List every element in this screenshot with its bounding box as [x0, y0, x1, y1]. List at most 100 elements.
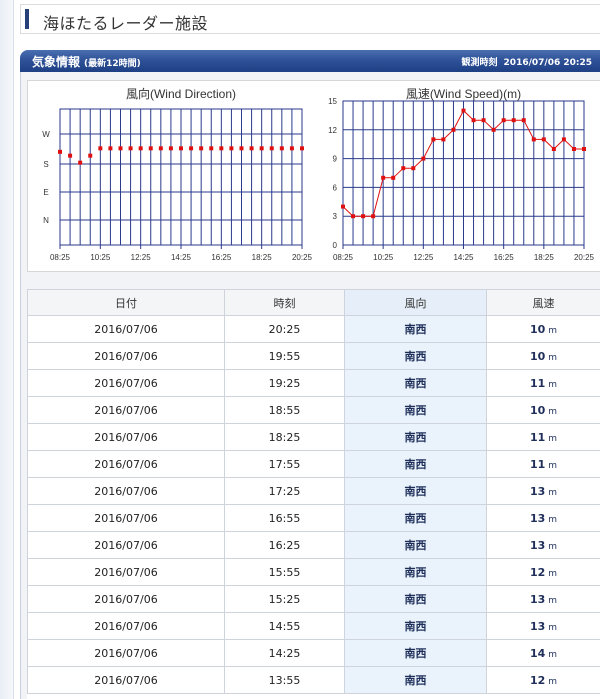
wind-direction-point	[249, 146, 254, 151]
cell-direction-text: 南西	[404, 593, 427, 606]
wind-speed-point	[501, 118, 506, 123]
cell-date: 2016/07/06	[27, 369, 225, 397]
header-date: 日付	[27, 289, 225, 316]
x-tick-label: 14:25	[453, 253, 474, 262]
wind-direction-point	[179, 146, 183, 151]
cell-date: 2016/07/06	[27, 342, 225, 370]
cell-date: 2016/07/06	[27, 396, 225, 424]
cell-time-text: 16:25	[268, 538, 301, 552]
cell-direction: 南西	[344, 396, 487, 424]
cell-direction-text: 南西	[404, 512, 427, 525]
speed-unit: m	[548, 676, 558, 687]
cell-direction: 南西	[344, 639, 487, 667]
cell-date: 2016/07/06	[27, 315, 225, 343]
table-row: 2016/07/06 18:55 南西 10 m	[27, 396, 600, 424]
wind-speed-point	[411, 166, 416, 171]
table-row: 2016/07/06 18:25 南西 11 m	[27, 423, 600, 451]
speed-unit: m	[548, 379, 558, 390]
wind-direction-point	[168, 146, 173, 151]
wind-speed-point	[582, 147, 586, 151]
x-tick-label: 20:25	[292, 253, 313, 262]
x-tick-label: 12:25	[131, 253, 152, 262]
table-row: 2016/07/06 16:25 南西 13 m	[27, 531, 600, 559]
cell-date-text: 2016/07/06	[94, 322, 158, 336]
cell-direction-text: 南西	[404, 485, 427, 498]
cell-direction: 南西	[344, 558, 487, 586]
cell-direction-text: 南西	[404, 404, 427, 417]
cell-speed-text: 11	[529, 430, 546, 444]
wind-speed-point	[461, 108, 466, 113]
observation-time-value: 2016/07/06 20:25	[503, 58, 592, 68]
x-tick-label: 12:25	[413, 253, 434, 262]
x-tick-label: 18:25	[534, 253, 555, 262]
table-row: 2016/07/06 14:25 南西 14 m	[27, 639, 600, 667]
header-direction: 風向	[344, 289, 487, 316]
cell-date: 2016/07/06	[27, 423, 225, 451]
wind-direction-point	[138, 146, 143, 151]
y-tick-label: N	[43, 216, 49, 225]
cell-speed-text: 11	[529, 457, 546, 471]
observation-time: 観測時刻 2016/07/06 20:25	[462, 55, 592, 68]
wind-speed-point	[531, 137, 536, 142]
speed-unit: m	[548, 595, 558, 606]
table-row: 2016/07/06 16:55 南西 13 m	[27, 504, 600, 532]
page-title-box: 海ほたるレーダー施設	[20, 4, 600, 34]
cell-date: 2016/07/06	[27, 504, 225, 532]
cell-direction: 南西	[344, 477, 487, 505]
cell-direction-text: 南西	[404, 674, 427, 687]
cell-speed: 11 m	[486, 423, 600, 451]
wind-direction-point	[209, 146, 214, 151]
speed-unit: m	[548, 460, 558, 471]
speed-unit: m	[548, 649, 558, 660]
cell-speed: 13 m	[486, 531, 600, 559]
cell-date: 2016/07/06	[27, 531, 225, 559]
cell-time: 15:25	[224, 585, 345, 613]
cell-time: 15:55	[224, 558, 345, 586]
cell-direction: 南西	[344, 423, 487, 451]
speed-unit: m	[548, 487, 558, 498]
cell-speed-text: 10	[529, 403, 546, 417]
speed-unit: m	[548, 622, 558, 633]
cell-time: 16:25	[224, 531, 345, 559]
x-tick-label: 10:25	[90, 253, 111, 262]
wind-speed-point	[541, 137, 546, 142]
cell-speed-text: 13	[529, 511, 546, 525]
wind-direction-point	[128, 146, 133, 151]
cell-date-text: 2016/07/06	[94, 646, 158, 660]
cell-time-text: 20:25	[268, 322, 301, 336]
table-row: 2016/07/06 17:25 南西 13 m	[27, 477, 600, 505]
cell-direction-text: 南西	[404, 647, 427, 660]
y-tick-label: 15	[328, 97, 337, 106]
header-speed: 風速	[486, 289, 600, 316]
left-side-strip	[0, 0, 14, 699]
wind-speed-point	[401, 166, 406, 171]
cell-date-text: 2016/07/06	[94, 349, 158, 363]
cell-date: 2016/07/06	[27, 666, 225, 694]
wind-direction-point	[189, 146, 194, 151]
y-tick-label: 12	[328, 126, 337, 135]
cell-time-text: 14:55	[268, 619, 301, 633]
wind-speed-point	[391, 175, 396, 180]
cell-speed: 12 m	[486, 666, 600, 694]
wind-speed-point	[431, 137, 436, 142]
cell-time: 14:55	[224, 612, 345, 640]
cell-time: 19:25	[224, 369, 345, 397]
cell-time: 19:55	[224, 342, 345, 370]
cell-time: 18:25	[224, 423, 345, 451]
chart-panel: 風向(Wind Direction) 08:25 10:25 12:25 14:25 16…	[27, 80, 600, 272]
wind-direction-point	[229, 146, 234, 151]
cell-date-text: 2016/07/06	[94, 511, 158, 525]
cell-speed: 11 m	[486, 369, 600, 397]
cell-time: 18:55	[224, 396, 345, 424]
wind-speed-point	[351, 214, 356, 219]
table-row: 2016/07/06 14:55 南西 13 m	[27, 612, 600, 640]
cell-time: 20:25	[224, 315, 345, 343]
speed-unit: m	[548, 406, 558, 417]
wind-direction-point	[199, 146, 204, 151]
wind-speed-point	[551, 147, 556, 151]
cell-speed: 12 m	[486, 558, 600, 586]
x-tick-label: 18:25	[252, 253, 273, 262]
cell-date-text: 2016/07/06	[94, 430, 158, 444]
wind-speed-point	[481, 118, 486, 123]
cell-speed: 10 m	[486, 315, 600, 343]
